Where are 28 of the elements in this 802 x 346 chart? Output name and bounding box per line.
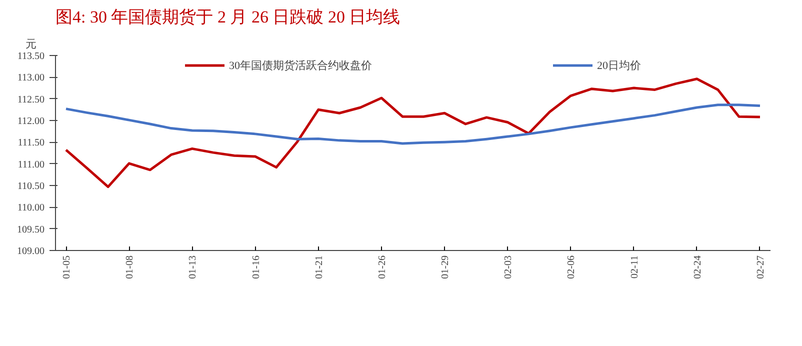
x-tick-label: 01-05 [62, 255, 73, 279]
x-tick-label: 01-16 [250, 255, 262, 279]
x-tick-label: 01-13 [188, 255, 199, 279]
y-tick-label: 110.50 [17, 181, 45, 192]
line-series [64, 78, 762, 188]
y-tick-label: 109.50 [17, 224, 44, 236]
x-tick-label: 01-08 [124, 255, 136, 279]
y-tick-label: 112.50 [17, 94, 45, 106]
line-series [64, 104, 762, 145]
y-axis-title: 元 [26, 38, 36, 50]
x-tick-label: 02-24 [692, 255, 704, 279]
x-tick-label: 02-06 [566, 255, 578, 279]
chart-title: 图4: 30 年国债期货于 2 月 26 日跌破 20 日均线 [56, 8, 400, 26]
x-tick-label: 02-03 [503, 255, 514, 279]
y-tick-label: 113.00 [17, 72, 45, 84]
y-tick-label: 111.50 [18, 138, 45, 149]
x-tick-label: 02-11 [629, 255, 640, 278]
legend-label: 30年国债期货活跃合约收盘价 [229, 58, 372, 72]
x-tick-label: 01-26 [376, 255, 388, 279]
x-tick-label: 02-27 [755, 255, 766, 279]
legend-label: 20日均价 [597, 58, 641, 72]
y-tick-label: 109.00 [17, 246, 44, 257]
y-tick-label: 113.50 [17, 51, 45, 62]
x-tick-label: 01-21 [314, 255, 325, 279]
x-tick-label: 01-29 [440, 255, 452, 279]
y-tick-label: 110.00 [17, 202, 45, 214]
y-tick-label: 112.00 [17, 116, 45, 127]
y-tick-label: 111.00 [18, 159, 45, 170]
